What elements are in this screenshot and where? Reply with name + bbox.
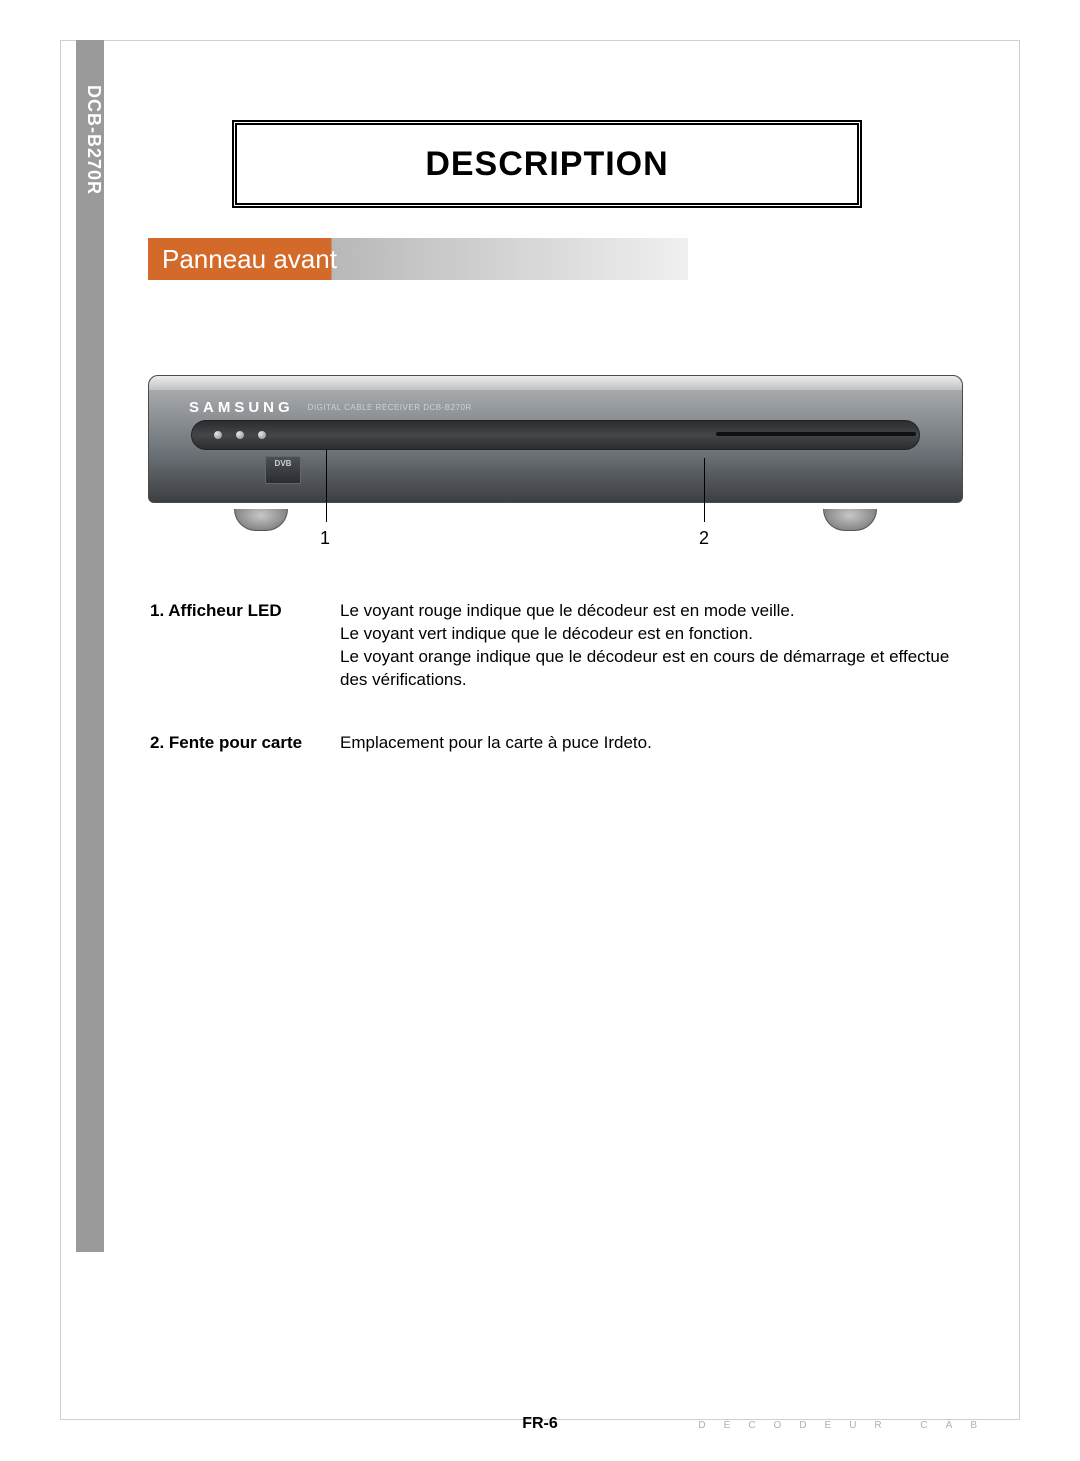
card-slot (716, 432, 916, 436)
device-body: SAMSUNG DIGITAL CABLE RECEIVER DCB-B270R… (148, 375, 963, 503)
led-indicator (258, 431, 266, 439)
brand-label: SAMSUNG (189, 399, 294, 416)
definition-desc: Emplacement pour la carte à puce Irdeto. (340, 732, 960, 755)
definition-row: 2. Fente pour carte Emplacement pour la … (150, 732, 960, 755)
title-box: DESCRIPTION (232, 120, 862, 208)
device-label-strip: SAMSUNG DIGITAL CABLE RECEIVER DCB-B270R (189, 396, 922, 418)
side-tab (76, 40, 104, 1252)
led-indicator (214, 431, 222, 439)
page-number: FR-6 (522, 1415, 558, 1432)
subtitle-bar: Panneau avant (148, 238, 688, 280)
definition-term: 1. Afficheur LED (150, 600, 340, 623)
device-model-label: DIGITAL CABLE RECEIVER DCB-B270R (308, 403, 472, 412)
definition-row: 1. Afficheur LED Le voyant rouge indique… (150, 600, 960, 692)
led-group (214, 431, 266, 439)
footer-category: DÉCODEUR CÂB (698, 1420, 995, 1431)
callout-line (704, 458, 705, 522)
definition-term: 2. Fente pour carte (150, 732, 340, 755)
led-indicator (236, 431, 244, 439)
callouts: 1 2 (148, 500, 963, 570)
page-title: DESCRIPTION (425, 145, 668, 184)
callout-number-2: 2 (699, 528, 709, 549)
callout-number-1: 1 (320, 528, 330, 549)
callout-line (326, 450, 327, 522)
definitions-list: 1. Afficheur LED Le voyant rouge indique… (150, 600, 960, 795)
subtitle: Panneau avant (162, 244, 337, 275)
dvb-badge: DVB (265, 456, 301, 484)
definition-desc: Le voyant rouge indique que le décodeur … (340, 600, 960, 692)
side-tab-label: DCB-B270R (76, 85, 104, 195)
device-top-edge (149, 376, 962, 390)
